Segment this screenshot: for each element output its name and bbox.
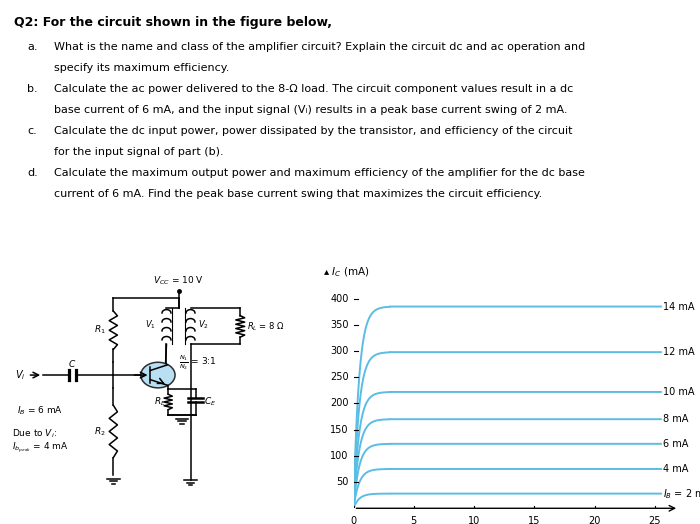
Text: 20: 20 (589, 516, 601, 524)
Text: current of 6 mA. Find the peak base current swing that maximizes the circuit eff: current of 6 mA. Find the peak base curr… (55, 189, 542, 199)
Text: $R_E$: $R_E$ (154, 396, 167, 408)
Text: base current of 6 mA, and the input signal (Vᵢ) results in a peak base current s: base current of 6 mA, and the input sign… (55, 105, 568, 115)
Text: 150: 150 (330, 424, 349, 435)
Text: Calculate the maximum output power and maximum efficiency of the amplifier for t: Calculate the maximum output power and m… (55, 168, 585, 178)
Text: a.: a. (27, 42, 38, 52)
Text: 0: 0 (351, 516, 356, 524)
Text: $V_2$: $V_2$ (198, 319, 209, 331)
Text: C: C (69, 359, 76, 369)
Text: $I_B$ = 6 mA: $I_B$ = 6 mA (18, 405, 63, 417)
Text: $R_2$: $R_2$ (94, 425, 106, 438)
Text: 25: 25 (649, 516, 661, 524)
Text: $V_i$: $V_i$ (15, 368, 26, 382)
Text: $R_L$ = 8 $\Omega$: $R_L$ = 8 $\Omega$ (247, 320, 285, 333)
Text: 5: 5 (411, 516, 417, 524)
Text: Due to $V_i$:: Due to $V_i$: (12, 428, 57, 440)
Text: specify its maximum efficiency.: specify its maximum efficiency. (55, 63, 230, 73)
Text: 10: 10 (468, 516, 480, 524)
Text: d.: d. (27, 168, 38, 178)
Text: $V_1$: $V_1$ (145, 319, 155, 331)
Text: 50: 50 (336, 477, 349, 487)
Text: $I_B$ = 2 mA: $I_B$ = 2 mA (664, 487, 700, 500)
Text: c.: c. (27, 126, 37, 136)
Text: Q2: For the circuit shown in the figure below,: Q2: For the circuit shown in the figure … (14, 16, 332, 29)
Text: $\blacktriangle$ $I_C$ (mA): $\blacktriangle$ $I_C$ (mA) (323, 265, 370, 279)
Circle shape (141, 362, 175, 388)
Text: 100: 100 (330, 451, 349, 461)
Text: Calculate the dc input power, power dissipated by the transistor, and efficiency: Calculate the dc input power, power diss… (55, 126, 573, 136)
Text: 6 mA: 6 mA (664, 439, 689, 449)
Text: 200: 200 (330, 398, 349, 409)
Text: Calculate the ac power delivered to the 8-Ω load. The circuit component values r: Calculate the ac power delivered to the … (55, 84, 573, 94)
Text: 8 mA: 8 mA (664, 414, 689, 424)
Text: $V_{CC}$ = 10 V: $V_{CC}$ = 10 V (153, 275, 204, 288)
Text: 4 mA: 4 mA (664, 464, 689, 474)
Text: 12 mA: 12 mA (664, 347, 695, 357)
Text: 350: 350 (330, 320, 349, 330)
Text: $\frac{N_1}{N_2}$ = 3:1: $\frac{N_1}{N_2}$ = 3:1 (179, 353, 217, 372)
Text: What is the name and class of the amplifier circuit? Explain the circuit dc and : What is the name and class of the amplif… (55, 42, 586, 52)
Text: 400: 400 (330, 293, 349, 304)
Text: 10 mA: 10 mA (664, 387, 695, 397)
Text: 300: 300 (330, 346, 349, 356)
Text: b.: b. (27, 84, 38, 94)
Text: $R_1$: $R_1$ (94, 324, 106, 336)
Text: $C_E$: $C_E$ (204, 396, 216, 408)
Text: for the input signal of part (b).: for the input signal of part (b). (55, 147, 224, 157)
Text: 14 mA: 14 mA (664, 301, 695, 312)
Text: 15: 15 (528, 516, 540, 524)
Text: $I_{b_{peak}}$ = 4 mA: $I_{b_{peak}}$ = 4 mA (12, 441, 69, 455)
Text: 250: 250 (330, 372, 349, 383)
